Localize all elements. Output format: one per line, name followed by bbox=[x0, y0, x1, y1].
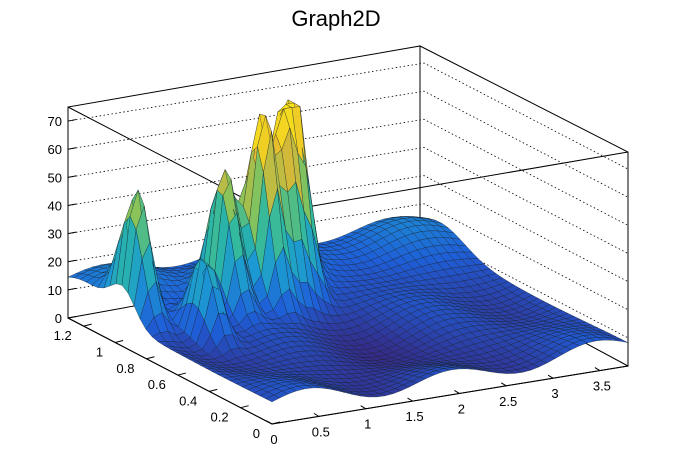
z-tick-mark bbox=[67, 203, 77, 206]
y-tick-mark bbox=[209, 388, 218, 392]
x-tick-label: 3.5 bbox=[593, 379, 611, 394]
x-tick-label: 0 bbox=[270, 432, 277, 447]
z-tick-label: 60 bbox=[48, 142, 62, 157]
z-tick-mark bbox=[67, 259, 77, 263]
x-tick-label: 1 bbox=[364, 417, 371, 432]
top-front-right-edge bbox=[271, 151, 629, 214]
x-ticks: 0 0.5 1 1.5 2 2.5 3 3.5 bbox=[266, 367, 611, 447]
y-tick-label: 1 bbox=[96, 344, 103, 359]
z-tick-label: 40 bbox=[48, 198, 62, 213]
x-tick-mark bbox=[407, 397, 413, 402]
x-tick-mark bbox=[360, 405, 366, 410]
z-ticks: 0 10 20 30 40 50 60 70 bbox=[48, 114, 77, 326]
z-tick-mark bbox=[67, 231, 77, 235]
x-axis-line bbox=[271, 365, 629, 425]
x-tick-label: 2.5 bbox=[499, 394, 517, 409]
z-tick-label: 30 bbox=[48, 227, 62, 242]
grid-line-z-5 bbox=[67, 118, 629, 226]
z-tick-mark bbox=[67, 175, 77, 178]
grid-lines bbox=[67, 62, 629, 339]
x-tick-mark bbox=[547, 374, 554, 379]
y-tick-label: 0.6 bbox=[148, 377, 166, 392]
x-tick-mark bbox=[500, 382, 507, 387]
x-tick-mark bbox=[454, 390, 460, 394]
z-tick-label: 0 bbox=[55, 311, 62, 326]
y-tick-mark bbox=[114, 339, 124, 343]
surface-mesh bbox=[67, 99, 629, 403]
grid-line-z-7 bbox=[67, 62, 629, 170]
x-tick-label: 2 bbox=[458, 401, 465, 416]
z-tick-mark bbox=[67, 119, 77, 122]
z-tick-mark bbox=[67, 147, 77, 150]
y-tick-label: 0.4 bbox=[179, 393, 197, 408]
y-tick-mark bbox=[146, 356, 155, 360]
x-axis: 0 0.5 1 1.5 2 2.5 3 3.5 bbox=[266, 365, 629, 447]
z-axis: 0 10 20 30 40 50 60 70 bbox=[48, 107, 77, 326]
grid-line-z-3 bbox=[67, 175, 629, 282]
y-axis-line bbox=[67, 317, 273, 425]
grid-line-z-6 bbox=[67, 90, 629, 198]
y-tick-label: 0.8 bbox=[116, 361, 134, 376]
y-tick-label: 0 bbox=[253, 426, 260, 441]
x-tick-mark bbox=[313, 412, 320, 417]
x-tick-mark bbox=[594, 367, 601, 372]
z-tick-mark bbox=[67, 316, 77, 319]
y-tick-label: 0.2 bbox=[211, 410, 229, 425]
x-tick-label: 3 bbox=[551, 386, 558, 401]
grid-line-z-4 bbox=[67, 147, 629, 254]
z-tick-label: 50 bbox=[48, 170, 62, 185]
z-tick-label: 70 bbox=[48, 114, 62, 129]
x-tick-label: 1.5 bbox=[405, 409, 423, 424]
y-tick-mark bbox=[83, 323, 92, 327]
z-tick-label: 10 bbox=[48, 283, 62, 298]
chart-title: Graph2D bbox=[291, 6, 380, 31]
x-tick-label: 0.5 bbox=[312, 424, 330, 439]
x-tick-mark bbox=[266, 420, 273, 425]
grid-line-z-2 bbox=[67, 203, 629, 311]
z-tick-mark bbox=[67, 287, 77, 291]
y-tick-mark bbox=[177, 372, 186, 376]
surface-cell bbox=[613, 338, 629, 343]
y-axis: 0 0.2 0.4 0.6 0.8 1 1.2 bbox=[54, 317, 281, 441]
y-tick-mark bbox=[240, 405, 249, 409]
top-front-left-edge bbox=[67, 106, 273, 214]
y-ticks: 0 0.2 0.4 0.6 0.8 1 1.2 bbox=[54, 323, 281, 441]
y-tick-label: 1.2 bbox=[54, 328, 72, 343]
z-tick-label: 20 bbox=[48, 255, 62, 270]
